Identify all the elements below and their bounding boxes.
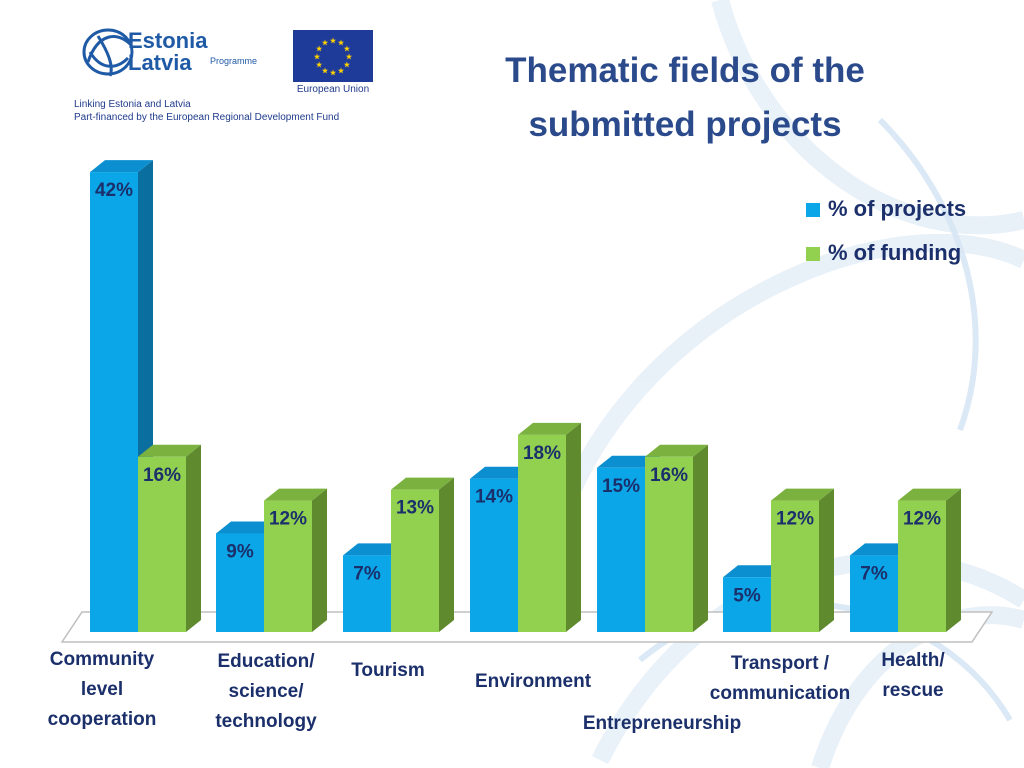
bar [138,456,186,632]
eu-flag-icon: ★★★★★★★★★ ★ ★★ [293,30,373,82]
bar-top [850,543,913,556]
bar-top [898,488,961,501]
bar-top [597,455,660,468]
category-label: Health/rescue [881,650,945,701]
bar-side [819,488,834,632]
bar-side [693,444,708,632]
eu-star-icon: ★ [344,61,351,69]
bar-top [216,521,279,534]
eu-star-icon: ★ [322,67,329,75]
category-label: Transport / communication [710,653,850,704]
bar [216,533,264,632]
bar [470,478,518,632]
bar-top [391,477,454,490]
header-logos: Estonia Latvia Programme ★ ★ ★ ★ ★ ★ ★ ★ ★ ★ ★ ★ Eu… [60,18,400,128]
bar-side [312,488,327,632]
eu-star-icon: ★ [344,45,351,53]
category-label: Education/science/technology [215,651,317,732]
data-label: 14% [475,487,513,508]
bar-top [470,466,533,479]
bar-top [518,422,581,435]
bar-top [771,488,834,501]
data-label: 7% [353,563,381,584]
data-label: 16% [143,465,181,486]
eu-star-icon: ★ [330,37,337,45]
data-label: 13% [396,498,434,519]
eu-star-icon: ★ [314,53,321,61]
bar-top [138,444,201,457]
category-label: Community level cooperation [48,649,157,730]
chart-title: Thematic fields of the submitted project… [505,51,865,144]
bar-side [946,488,961,632]
data-label: 12% [269,509,307,530]
bar [771,500,819,632]
bar [723,577,771,632]
legend-label-funding: % of funding [828,240,962,265]
legend-swatch-projects [806,203,820,217]
bar [597,467,645,632]
eu-star-icon: ★ [322,39,329,47]
bar-top [645,444,708,457]
category-label: Environment [475,671,592,692]
data-label: 15% [602,476,640,497]
bar [898,500,946,632]
eu-star-icon: ★ [316,61,323,69]
tagline-line-2: Part-financed by the European Regional D… [74,112,340,123]
bar [343,555,391,632]
bar [391,489,439,632]
bar-side [566,422,581,632]
bar [518,434,566,632]
eu-star-icon: ★ [338,67,345,75]
tagline-line-1: Linking Estonia and Latvia [74,99,191,110]
data-label: 5% [733,585,761,606]
data-label: 12% [776,509,814,530]
tagline: Linking Estonia and Latvia Part-financed… [74,98,339,124]
eu-star-icon: ★ [316,45,323,53]
bar-top [343,543,406,556]
data-label: 42% [95,180,133,201]
bar-top [90,160,153,173]
bar [264,500,312,632]
data-label: 18% [523,443,561,464]
data-label: 16% [650,465,688,486]
bar-side [439,477,454,632]
bar [90,172,138,632]
data-label: 7% [860,563,888,584]
data-label: 12% [903,509,941,530]
bar-top [723,565,786,578]
bar-top [264,488,327,501]
eu-star-icon: ★ [346,53,353,61]
legend-swatch-funding [806,247,820,261]
bar-side [186,444,201,632]
eu-star-icon: ★ [338,39,345,47]
programme-subtitle: Programme [210,56,258,66]
bar [645,456,693,632]
programme-name: Estonia Latvia [128,28,208,75]
data-label: 9% [226,541,254,562]
category-label: Entrepreneurship [583,713,741,734]
programme-logo-icon [82,28,134,77]
eu-star-icon: ★ [330,69,337,77]
category-label: Tourism [351,660,425,681]
eu-label: European Union [296,84,370,95]
legend-label-projects: % of projects [828,196,967,221]
bar [850,555,898,632]
